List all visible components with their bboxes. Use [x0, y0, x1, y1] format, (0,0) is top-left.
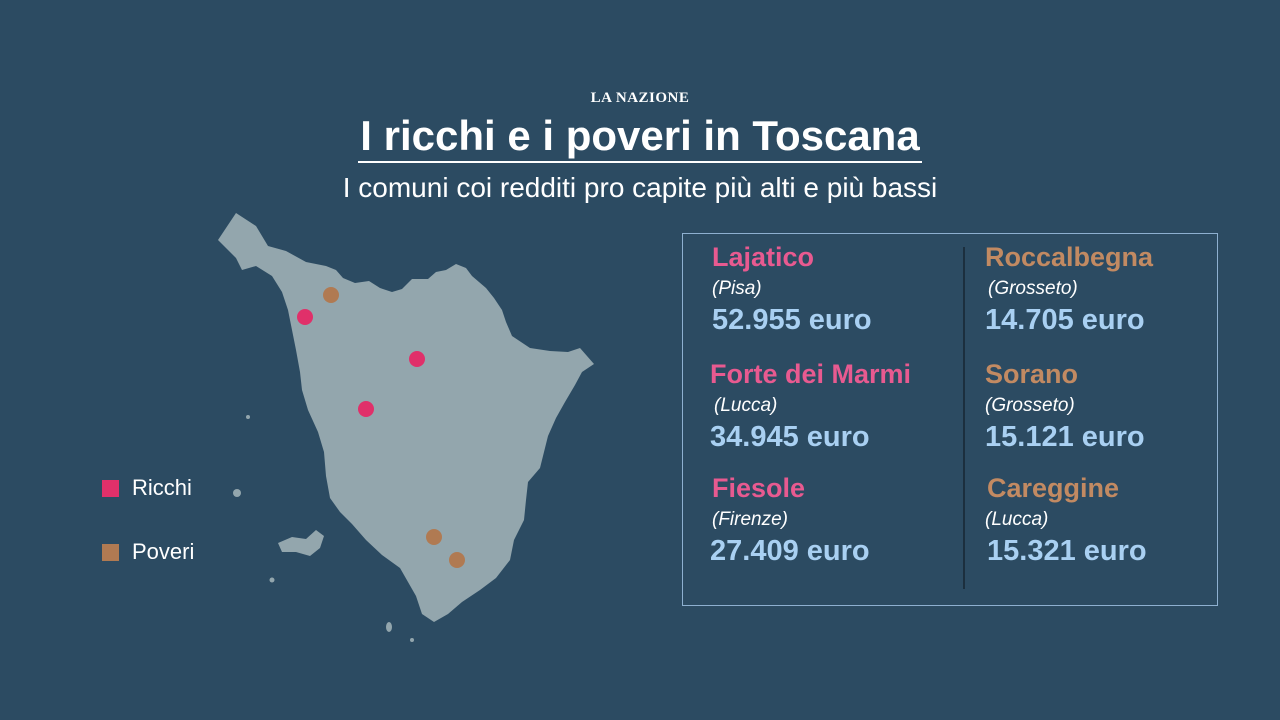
giannutri-island	[410, 638, 414, 642]
rich-income: 52.955 euro	[712, 304, 872, 336]
legend-poor-label: Poveri	[132, 539, 195, 564]
poor-income: 15.321 euro	[987, 535, 1147, 567]
tuscany-mainland	[218, 213, 594, 622]
marker-sorano	[449, 552, 465, 568]
legend-poor-swatch	[102, 544, 119, 561]
poor-name: Careggine	[987, 473, 1120, 503]
page-subtitle: I comuni coi redditi pro capite più alti…	[342, 172, 938, 203]
rich-income: 34.945 euro	[710, 421, 870, 453]
rich-income: 27.409 euro	[710, 535, 870, 567]
poor-name: Sorano	[985, 359, 1079, 389]
legend-rich-swatch	[102, 480, 119, 497]
capraia-island	[233, 489, 241, 497]
poor-province: (Lucca)	[985, 509, 1049, 530]
masthead-logo: LA NAZIONE	[590, 90, 690, 106]
marker-careggine	[323, 287, 339, 303]
panel-divider	[963, 247, 965, 589]
rich-province: (Firenze)	[712, 509, 789, 530]
marker-forte-dei-marmi	[297, 309, 313, 325]
poor-province: (Grosseto)	[988, 278, 1078, 299]
page-title: I ricchi e i poveri in Toscana	[0, 112, 1280, 163]
giglio-island	[386, 622, 392, 632]
poor-name: Roccalbegna	[985, 242, 1154, 272]
rich-name: Lajatico	[712, 242, 815, 272]
gorgona-island	[246, 415, 250, 419]
marker-lajatico	[358, 401, 374, 417]
marker-fiesole	[409, 351, 425, 367]
rich-province: (Lucca)	[714, 395, 778, 416]
elba-island	[278, 530, 324, 556]
rich-province: (Pisa)	[712, 278, 762, 299]
ranking-panel	[682, 233, 1218, 606]
legend-rich-label: Ricchi	[132, 475, 192, 500]
poor-income: 15.121 euro	[985, 421, 1145, 453]
marker-roccalbegna	[426, 529, 442, 545]
rich-name: Fiesole	[712, 473, 806, 503]
poor-province: (Grosseto)	[985, 395, 1075, 416]
poor-income: 14.705 euro	[985, 304, 1145, 336]
page-title-text: I ricchi e i poveri in Toscana	[358, 112, 922, 163]
rich-name: Forte dei Marmi	[710, 359, 912, 389]
pianosa-island	[269, 577, 275, 583]
